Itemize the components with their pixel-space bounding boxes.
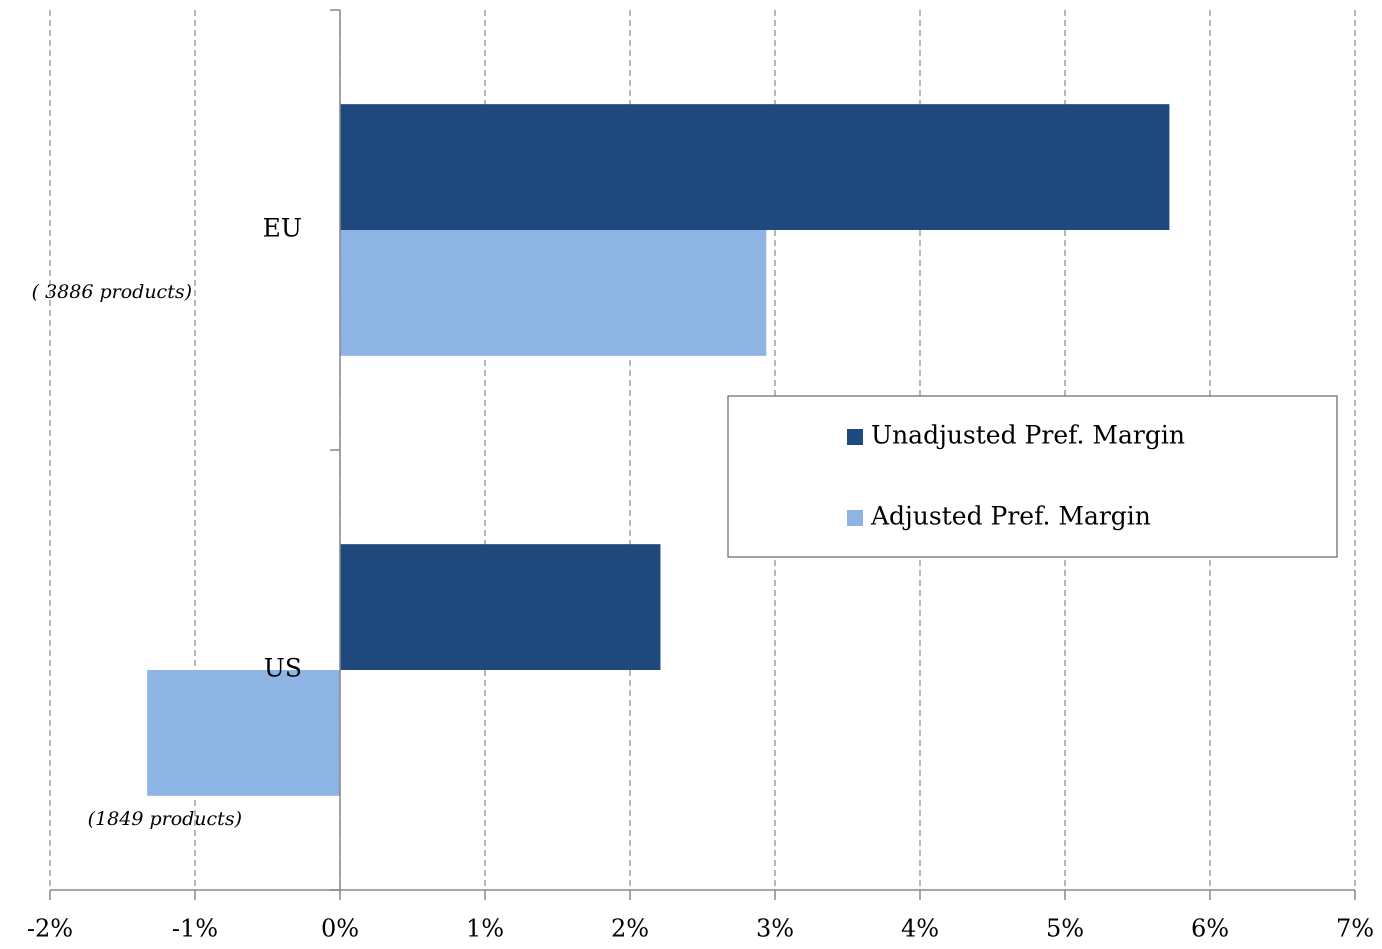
x-tick-label: 2% bbox=[611, 915, 649, 943]
x-tick-label: -1% bbox=[172, 915, 218, 943]
legend-swatch bbox=[847, 429, 863, 445]
annotation: ( 3886 products) bbox=[32, 281, 192, 303]
bar bbox=[340, 104, 1170, 230]
annotation: (1849 products) bbox=[88, 808, 242, 830]
x-tick-label: 7% bbox=[1336, 915, 1374, 943]
x-tick-label: 1% bbox=[466, 915, 504, 943]
legend-label: Unadjusted Pref. Margin bbox=[871, 421, 1185, 450]
category-label: EU bbox=[263, 214, 302, 243]
bar bbox=[147, 670, 340, 796]
legend-box bbox=[727, 395, 1338, 558]
x-tick-label: 5% bbox=[1046, 915, 1084, 943]
x-tick-label: 3% bbox=[756, 915, 794, 943]
legend-label: Adjusted Pref. Margin bbox=[870, 502, 1151, 531]
category-label: US bbox=[264, 654, 302, 683]
x-tick-label: 0% bbox=[321, 915, 359, 943]
legend-swatch bbox=[847, 510, 863, 526]
x-tick-label: -2% bbox=[27, 915, 73, 943]
x-tick-label: 4% bbox=[901, 915, 939, 943]
bar bbox=[340, 230, 767, 356]
x-tick-label: 6% bbox=[1191, 915, 1229, 943]
bar bbox=[340, 544, 661, 670]
